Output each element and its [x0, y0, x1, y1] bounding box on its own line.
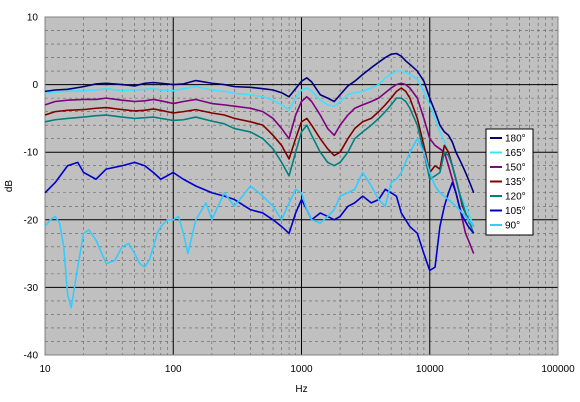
legend-label: 90° [505, 221, 520, 232]
series-line-6 [44, 161, 475, 272]
plot-border [44, 16, 559, 356]
series-line-4 [44, 87, 475, 228]
y-tick-label: -20 [24, 215, 39, 226]
legend-label: 120° [505, 192, 526, 203]
y-tick-labels: 10 0 -10 -20 -30 -40 [24, 13, 39, 362]
series-line-5 [44, 97, 475, 234]
x-tick-labels: 10 100 1000 10000 100000 [39, 364, 575, 375]
x-tick-label: 1000 [290, 364, 313, 375]
legend-label: 150° [505, 163, 526, 174]
x-axis-title: Hz [295, 384, 307, 395]
series-layer [44, 52, 475, 309]
legend-label: 135° [505, 177, 526, 188]
series-line-2 [44, 70, 475, 227]
y-tick-label: -40 [24, 351, 39, 362]
y-axis-title: dB [4, 180, 15, 193]
y-tick-label: -10 [24, 148, 39, 159]
series-line-1 [44, 52, 475, 194]
x-tick-label: 100 [165, 364, 182, 375]
series-line-7 [44, 137, 475, 309]
x-tick-label: 100000 [541, 364, 575, 375]
legend-label: 105° [505, 206, 526, 217]
y-tick-label: 10 [27, 13, 39, 24]
legend: 180° 165° 150° 135° 120° 105° 90° [485, 128, 534, 236]
x-tick-label: 10 [39, 364, 51, 375]
y-tick-label: 0 [32, 80, 38, 91]
y-tick-label: -30 [24, 283, 39, 294]
legend-label: 180° [505, 134, 526, 145]
minor-y-grid [45, 30, 558, 342]
legend-label: 165° [505, 148, 526, 159]
x-tick-label: 10000 [416, 364, 444, 375]
